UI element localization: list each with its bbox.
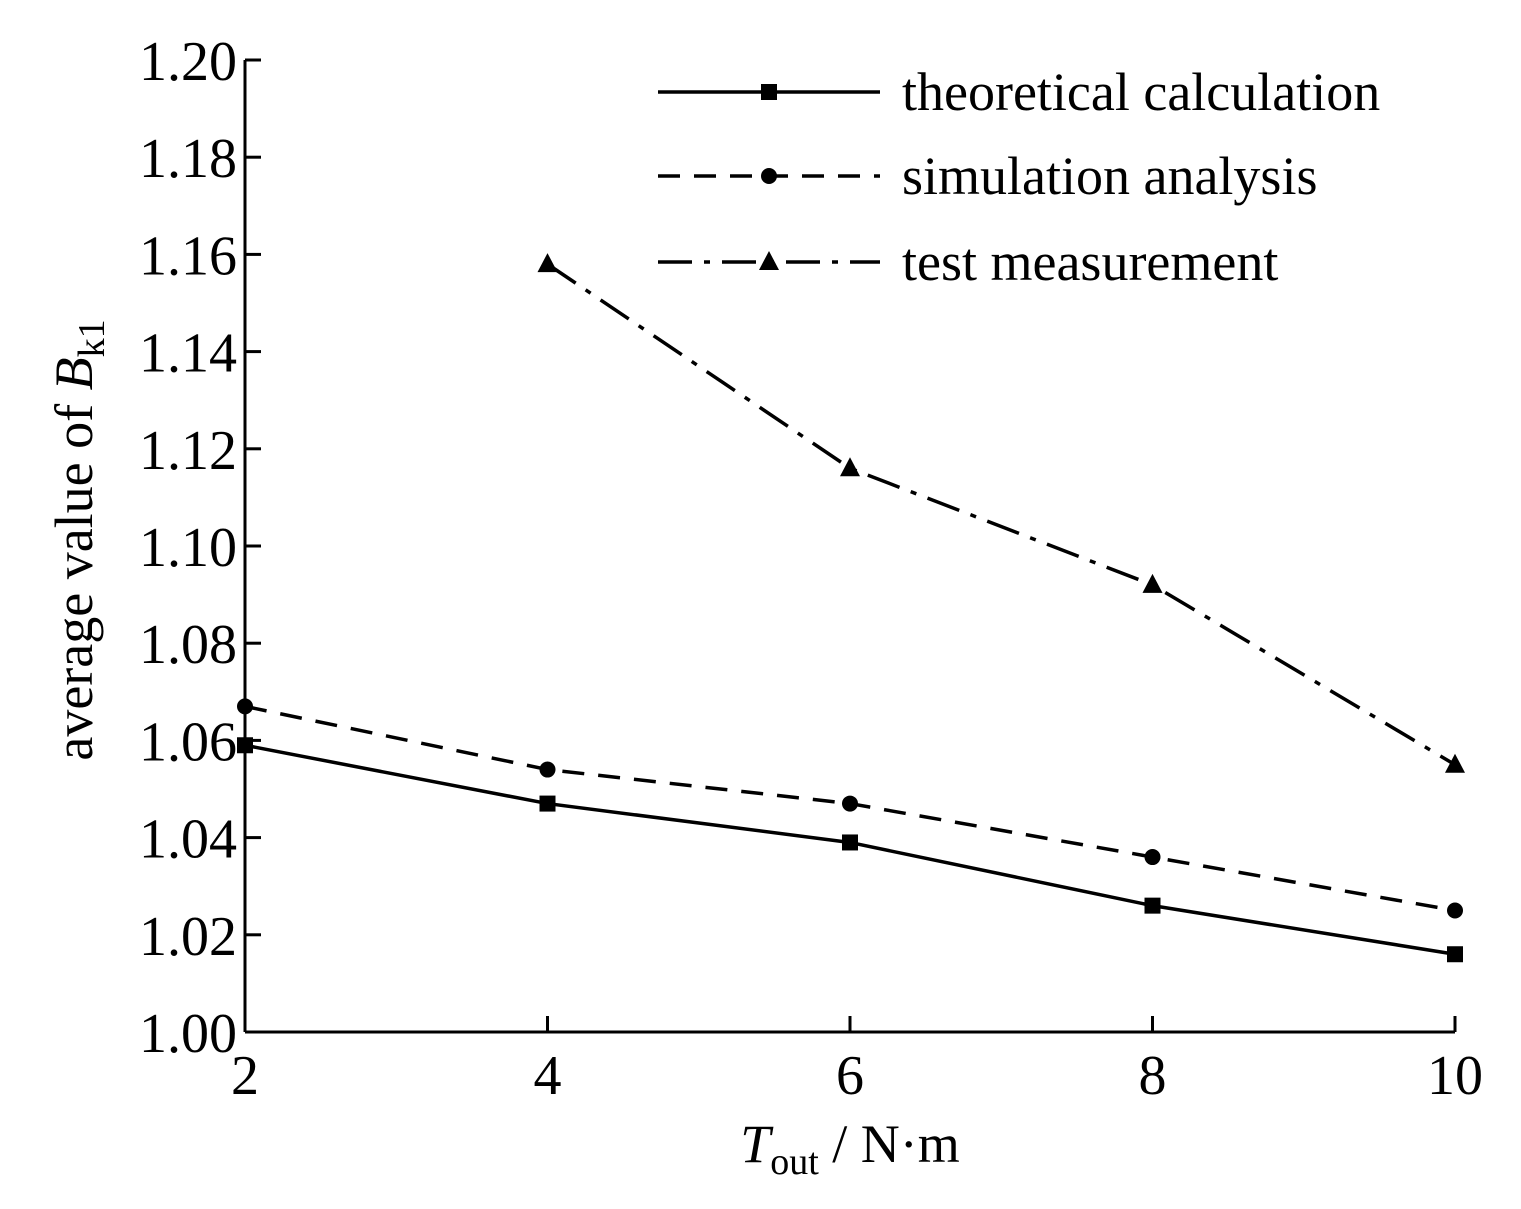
data-point (842, 795, 858, 812)
legend-label: test measurement (902, 232, 1278, 292)
y-tick-label: 1.12 (139, 420, 237, 482)
y-tick-label: 1.14 (139, 323, 237, 385)
x-axis-title: Tout / N·m (740, 1114, 960, 1183)
legend-label: theoretical calculation (902, 62, 1380, 122)
y-tick-label: 1.08 (139, 614, 237, 676)
y-tick-label: 1.00 (139, 1003, 237, 1065)
data-point (1447, 946, 1463, 963)
y-tick-label: 1.10 (139, 517, 237, 579)
series-line (546, 262, 1456, 767)
data-point (537, 253, 558, 273)
x-tick-label: 4 (534, 1045, 562, 1107)
data-point (1447, 902, 1463, 919)
y-tick-label: 1.20 (139, 31, 237, 93)
x-ticks: 2 4 6 8 10 (231, 1016, 1483, 1107)
plot-series (237, 253, 1465, 963)
legend-label: simulation analysis (902, 146, 1317, 206)
y-axis-title-main: average value of (44, 390, 104, 760)
data-point (1144, 849, 1161, 866)
data-point (539, 761, 556, 778)
y-tick-label: 1.18 (139, 128, 237, 190)
y-axis-title: average value of Bk1 (44, 319, 113, 760)
legend-marker (759, 251, 779, 270)
x-tick-label: 6 (836, 1045, 864, 1107)
series-simulation-analysis (237, 698, 1463, 919)
data-point (237, 737, 253, 754)
data-point (1144, 897, 1161, 914)
y-tick-label: 1.06 (139, 711, 237, 773)
y-ticks: 1.00 1.02 1.04 1.06 1.08 1.10 1.12 1.14 1.16 1.18… (139, 31, 261, 1065)
legend: theoretical calculation simulation analys… (658, 62, 1380, 292)
y-tick-label: 1.02 (139, 906, 237, 968)
x-tick-label: 10 (1427, 1045, 1483, 1107)
data-point (1445, 753, 1465, 773)
y-tick-label: 1.16 (139, 225, 237, 287)
series-test-measurement (537, 253, 1465, 773)
x-axis-title-unit: / N·m (819, 1114, 960, 1174)
x-axis-title-main: T (740, 1114, 774, 1174)
data-point (840, 457, 860, 477)
data-point (842, 834, 858, 851)
x-axis-title-subscript: out (770, 1141, 819, 1183)
data-point (539, 795, 556, 812)
legend-marker (761, 168, 777, 184)
y-axis-title-var: B (44, 357, 104, 390)
y-tick-label: 1.04 (139, 809, 237, 871)
x-tick-label: 8 (1139, 1045, 1167, 1107)
series-theoretical-calculation (237, 737, 1463, 963)
y-axis-title-subscript: k1 (71, 319, 113, 357)
data-point (237, 698, 253, 715)
legend-marker (761, 84, 777, 100)
data-point (1142, 573, 1163, 593)
x-tick-label: 2 (231, 1045, 259, 1107)
